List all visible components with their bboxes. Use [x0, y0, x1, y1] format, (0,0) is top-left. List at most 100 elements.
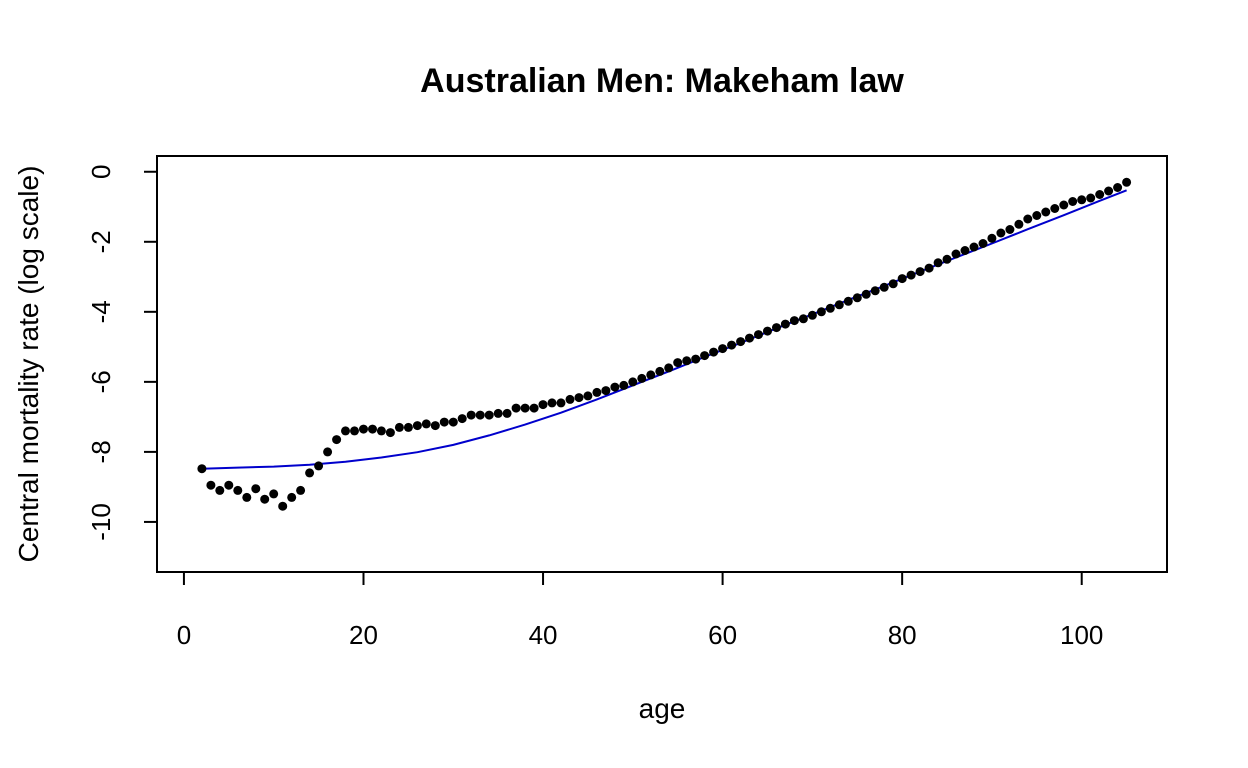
- data-point: [825, 303, 835, 313]
- data-point: [772, 323, 781, 333]
- data-point: [780, 319, 790, 329]
- data-point: [502, 408, 512, 418]
- y-tick-label: 0: [86, 165, 116, 179]
- data-point: [1005, 225, 1015, 234]
- data-point: [960, 246, 970, 255]
- data-point: [628, 377, 638, 387]
- data-point: [350, 426, 359, 436]
- y-tick-label: -2: [86, 230, 116, 253]
- data-point: [260, 494, 270, 504]
- data-point: [691, 354, 701, 364]
- data-point: [421, 419, 431, 429]
- x-tick-label: 20: [349, 620, 378, 650]
- data-point: [700, 351, 710, 361]
- data-point: [305, 468, 315, 478]
- data-point: [1014, 219, 1024, 229]
- data-point: [242, 492, 252, 502]
- data-point: [341, 426, 350, 436]
- data-point: [583, 391, 593, 401]
- data-point: [745, 333, 754, 343]
- data-point: [682, 356, 692, 366]
- data-point: [385, 428, 395, 438]
- data-point: [1077, 195, 1087, 205]
- x-axis-label: age: [639, 693, 686, 724]
- data-point: [924, 263, 934, 273]
- data-point: [1086, 193, 1096, 203]
- data-point: [412, 421, 422, 431]
- data-point: [816, 307, 826, 317]
- data-point: [332, 435, 342, 445]
- data-point: [314, 461, 324, 471]
- data-point: [529, 403, 539, 413]
- x-tick-label: 80: [888, 620, 917, 650]
- data-point: [978, 239, 988, 248]
- data-point: [457, 414, 467, 424]
- data-point: [206, 480, 216, 490]
- data-point: [403, 422, 413, 432]
- data-point: [727, 340, 737, 350]
- data-point: [1023, 214, 1033, 224]
- data-point: [269, 489, 279, 499]
- data-point: [655, 366, 665, 376]
- data-point: [215, 485, 225, 495]
- data-point: [718, 344, 728, 354]
- data-point: [394, 422, 404, 432]
- y-tick-label: -4: [86, 300, 116, 323]
- data-point: [852, 293, 862, 303]
- data-point: [233, 485, 243, 495]
- data-point: [1113, 183, 1123, 192]
- data-point: [224, 480, 234, 490]
- data-point: [1122, 177, 1132, 187]
- data-point: [888, 279, 898, 289]
- data-point: [879, 282, 889, 292]
- data-point: [646, 370, 656, 380]
- data-point: [1059, 200, 1069, 210]
- data-point: [359, 424, 368, 434]
- data-point: [763, 326, 772, 336]
- x-tick-label: 100: [1060, 620, 1103, 650]
- data-point: [897, 274, 907, 284]
- fit-line-layer: [201, 189, 1127, 470]
- data-point: [709, 347, 719, 357]
- data-point: [368, 424, 377, 434]
- data-points-layer: [197, 177, 1132, 511]
- data-point: [376, 426, 386, 436]
- data-point: [1041, 207, 1051, 217]
- y-axis: 0 -2 -4 -6 -8 -10: [86, 165, 158, 541]
- data-point: [1095, 190, 1105, 199]
- data-point: [520, 403, 530, 413]
- x-axis: 0 20 40 60 80 100: [177, 571, 1103, 650]
- data-point: [906, 270, 916, 280]
- data-point: [547, 398, 557, 408]
- data-point: [1032, 211, 1042, 220]
- data-point: [870, 286, 880, 296]
- data-point: [834, 300, 844, 310]
- data-point: [861, 289, 871, 299]
- data-point: [951, 249, 961, 259]
- data-point: [915, 267, 925, 277]
- x-tick-label: 0: [177, 620, 191, 650]
- data-point: [987, 233, 997, 243]
- makeham-fit-line: [201, 189, 1127, 470]
- data-point: [601, 386, 611, 396]
- y-tick-label: -10: [86, 503, 116, 541]
- data-point: [538, 400, 548, 410]
- data-point: [754, 330, 763, 340]
- x-tick-label: 60: [708, 620, 737, 650]
- data-point: [278, 501, 288, 511]
- data-point: [843, 296, 853, 306]
- data-point: [475, 410, 485, 420]
- data-point: [511, 403, 521, 413]
- data-point: [942, 254, 952, 264]
- data-point: [439, 417, 449, 427]
- x-tick-label: 40: [529, 620, 558, 650]
- data-point: [664, 363, 674, 373]
- data-point: [484, 410, 494, 420]
- data-point: [556, 398, 566, 408]
- data-point: [565, 394, 575, 404]
- data-point: [466, 410, 476, 420]
- data-point: [251, 484, 261, 494]
- data-point: [574, 393, 584, 403]
- y-tick-label: -8: [86, 440, 116, 463]
